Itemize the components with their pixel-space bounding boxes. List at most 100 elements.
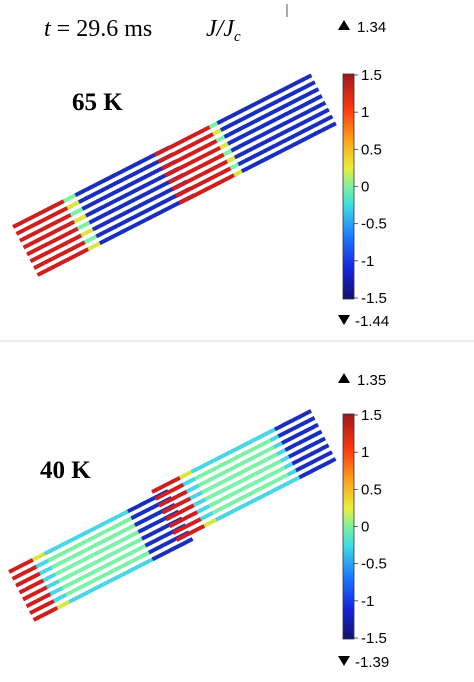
strip-segment [208, 123, 215, 129]
strip-segment [85, 194, 92, 200]
strip-segment [25, 593, 33, 600]
strip-segment [274, 485, 282, 492]
strip-segment [137, 519, 145, 525]
strip-segment [250, 127, 257, 134]
strip-segment [268, 144, 275, 151]
strip-segment [96, 205, 103, 212]
strip-segment [239, 485, 247, 492]
panel-40k: 40 K 1.35 1.5 1 0.5 0 -0.5 -1 -1.5 -1.39 [8, 372, 389, 671]
strip-segment [280, 456, 287, 463]
strip-segment [113, 540, 121, 546]
strip-segment [299, 455, 306, 462]
strip-segment [152, 537, 159, 544]
strip-segment [84, 229, 91, 236]
strip-segment [238, 503, 246, 510]
strip-segment [244, 466, 252, 472]
strip-segment [306, 460, 314, 467]
strip-segment [231, 120, 238, 126]
strip-segment [146, 497, 154, 504]
strip-segment [97, 179, 105, 186]
strip-segment [226, 157, 233, 164]
strip-segment [195, 525, 202, 532]
strip-segment [176, 518, 183, 525]
strip-segment [237, 151, 245, 158]
strip-segment [165, 145, 172, 151]
strip-segment [102, 237, 110, 244]
strip-segment [73, 578, 80, 584]
strip-segment [60, 241, 67, 248]
strip-segment [165, 153, 172, 160]
strip-segment [127, 567, 135, 574]
strip-segment [289, 426, 296, 432]
strip-segment [69, 210, 77, 217]
strip-segment [32, 615, 39, 622]
strip-segment [138, 201, 146, 208]
strip-segment [66, 555, 73, 562]
strip-segment [168, 169, 175, 176]
strip-segment [111, 575, 119, 582]
strip-segment [306, 469, 313, 476]
strip-segment [95, 223, 103, 230]
strip-segment [233, 463, 240, 470]
strip-segment [126, 525, 133, 531]
strip-segment [316, 429, 323, 436]
strip-segment [83, 238, 90, 245]
strip-segment [178, 190, 186, 196]
strip-segment [99, 521, 106, 528]
strip-segment [145, 515, 153, 521]
strip-segment [322, 461, 329, 468]
strip-segment [257, 141, 264, 148]
strip-segment [155, 553, 162, 560]
strip-segment [196, 137, 203, 144]
strip-segment [149, 521, 156, 528]
strip-segment [191, 157, 199, 164]
strip-segment [186, 469, 194, 476]
strip-segment [63, 548, 70, 555]
strip-segment [22, 586, 29, 593]
strip-segment [296, 439, 303, 446]
strip-segment [262, 431, 269, 438]
strip-segment [65, 212, 73, 219]
strip-segment [61, 575, 69, 581]
strip-segment [109, 173, 116, 180]
strip-segment [30, 582, 37, 589]
strip-segment [175, 535, 182, 542]
strip-segment [148, 539, 155, 546]
strip-segment [238, 142, 245, 149]
strip-segment [75, 533, 82, 540]
strip-segment [81, 556, 89, 563]
strip-segment [130, 505, 138, 512]
strip-segment [212, 121, 219, 127]
strip-segment [26, 584, 33, 591]
strip-segment [48, 265, 55, 271]
strip-segment [84, 211, 92, 218]
strip-segment [268, 453, 275, 460]
strip-segment [104, 193, 112, 199]
strip-segment [310, 458, 318, 465]
strip-segment [266, 111, 273, 117]
strip-segment [311, 113, 319, 120]
strip-segment [308, 98, 316, 104]
strip-segment [251, 479, 259, 486]
strip-segment [22, 577, 30, 584]
strip-segment [78, 540, 86, 547]
strip-segment [301, 411, 309, 417]
strip-segment [122, 518, 129, 525]
strip-segment [291, 141, 298, 148]
strip-segment [54, 570, 61, 577]
strip-segment [248, 472, 255, 479]
colorbar-tick-label: 0.5 [361, 481, 382, 498]
strip-segment [72, 586, 80, 593]
strip-segment [220, 487, 227, 493]
strip-segment [241, 459, 248, 466]
strip-segment [162, 490, 169, 497]
svg-text:J/Jc: J/Jc [206, 16, 241, 45]
strip-segment [43, 207, 50, 213]
strip-segment [97, 188, 104, 194]
strip-segment [80, 582, 87, 589]
strip-segment [225, 467, 232, 474]
strip-segment [154, 494, 161, 501]
strip-segment [120, 562, 127, 569]
strip-segment [278, 105, 285, 111]
strip-segment [249, 446, 257, 453]
